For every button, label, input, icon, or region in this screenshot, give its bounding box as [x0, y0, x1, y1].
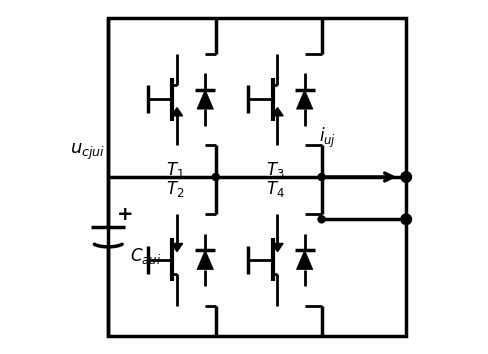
Text: $\boldsymbol{C_{aui}}$: $\boldsymbol{C_{aui}}$ [130, 246, 162, 266]
Circle shape [401, 214, 411, 224]
Circle shape [318, 216, 325, 223]
Text: $T_1$: $T_1$ [166, 160, 184, 180]
Text: $T_4$: $T_4$ [266, 179, 285, 199]
Polygon shape [272, 108, 283, 116]
Text: $T_2$: $T_2$ [166, 179, 184, 199]
Polygon shape [197, 250, 213, 269]
Circle shape [401, 172, 411, 182]
Polygon shape [171, 108, 183, 116]
Circle shape [318, 173, 325, 181]
Polygon shape [272, 244, 283, 252]
Polygon shape [171, 244, 183, 252]
Polygon shape [197, 90, 213, 109]
Polygon shape [296, 250, 313, 269]
Text: $T_3$: $T_3$ [266, 160, 285, 180]
Polygon shape [296, 90, 313, 109]
Circle shape [212, 173, 219, 181]
Text: $\boldsymbol{i_{uj}}$: $\boldsymbol{i_{uj}}$ [319, 125, 336, 150]
Text: $\boldsymbol{u_{cjui}}$: $\boldsymbol{u_{cjui}}$ [70, 142, 105, 162]
Text: +: + [117, 205, 133, 224]
